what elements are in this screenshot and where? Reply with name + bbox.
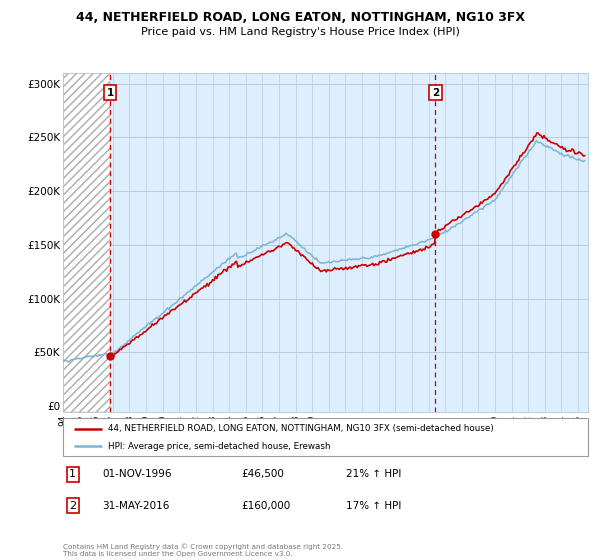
- Text: 1: 1: [106, 88, 113, 98]
- Text: Contains HM Land Registry data © Crown copyright and database right 2025.
This d: Contains HM Land Registry data © Crown c…: [63, 544, 343, 557]
- Text: HPI: Average price, semi-detached house, Erewash: HPI: Average price, semi-detached house,…: [107, 442, 330, 451]
- Text: 2: 2: [70, 501, 76, 511]
- Text: £46,500: £46,500: [241, 469, 284, 479]
- FancyBboxPatch shape: [63, 418, 588, 456]
- Text: Price paid vs. HM Land Registry's House Price Index (HPI): Price paid vs. HM Land Registry's House …: [140, 27, 460, 37]
- Text: 1: 1: [70, 469, 76, 479]
- Text: 31-MAY-2016: 31-MAY-2016: [103, 501, 170, 511]
- Text: 21% ↑ HPI: 21% ↑ HPI: [347, 469, 402, 479]
- Text: 01-NOV-1996: 01-NOV-1996: [103, 469, 172, 479]
- Text: 17% ↑ HPI: 17% ↑ HPI: [347, 501, 402, 511]
- Text: 2: 2: [432, 88, 439, 98]
- Text: 44, NETHERFIELD ROAD, LONG EATON, NOTTINGHAM, NG10 3FX: 44, NETHERFIELD ROAD, LONG EATON, NOTTIN…: [76, 11, 524, 24]
- Text: £160,000: £160,000: [241, 501, 291, 511]
- Text: 44, NETHERFIELD ROAD, LONG EATON, NOTTINGHAM, NG10 3FX (semi-detached house): 44, NETHERFIELD ROAD, LONG EATON, NOTTIN…: [107, 424, 493, 433]
- Bar: [63, 73, 110, 412]
